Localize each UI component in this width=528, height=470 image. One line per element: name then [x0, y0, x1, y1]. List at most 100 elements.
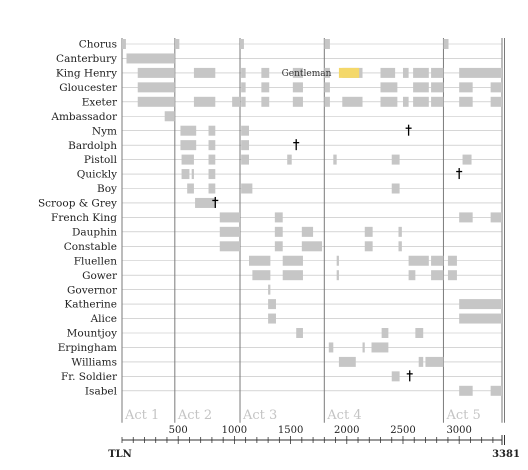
act-dividers [121, 38, 505, 423]
appearance-bar [240, 39, 244, 49]
appearance-bar [137, 82, 175, 93]
character-label: Canterbury [56, 53, 117, 65]
character-label: Chorus [79, 39, 117, 51]
appearance-bar [241, 67, 246, 78]
appearance-bar [180, 125, 197, 136]
character-label: Scroop & Grey [38, 198, 117, 210]
character-label: Isabel [85, 385, 118, 397]
tln-axis: 500 1000 1500 2000 2500 3000 TLN 3381 [108, 425, 520, 460]
character-label: Boy [97, 183, 117, 195]
appearance-bar [447, 270, 457, 281]
appearance-bar [208, 183, 216, 194]
character-label: Constable [64, 241, 117, 253]
appearance-bar [274, 212, 283, 223]
appearance-bar [447, 255, 457, 266]
axis-tick-label: 2000 [334, 425, 359, 436]
appearance-bar [398, 226, 402, 237]
appearance-bar [364, 226, 373, 237]
appearance-bar [418, 356, 424, 367]
appearance-bar [241, 125, 250, 136]
appearance-bar [490, 212, 502, 223]
axis-unit-label: TLN [108, 449, 132, 460]
appearance-bar [336, 270, 339, 281]
appearance-bar [301, 226, 314, 237]
appearance-bar [193, 67, 216, 78]
character-label: Gower [82, 270, 118, 282]
row-gridlines [122, 43, 502, 392]
character-label: Gloucester [59, 82, 118, 94]
character-labels: Chorus Canterbury King Henry Gloucester Exet… [38, 39, 118, 398]
appearance-bar [402, 96, 409, 107]
appearance-bar [391, 183, 400, 194]
appearance-bar [181, 169, 190, 180]
appearance-bar [459, 212, 473, 223]
appearance-bar [208, 169, 216, 180]
appearance-bar [362, 342, 365, 353]
annotation-highlight [338, 67, 360, 78]
appearance-bar [431, 96, 444, 107]
appearance-bar [381, 328, 389, 338]
appearance-bar [261, 82, 270, 93]
appearance-bar [324, 39, 330, 49]
appearance-bar [249, 255, 271, 266]
appearance-bar [459, 313, 502, 324]
appearance-bar [174, 39, 180, 49]
act-label: Act 5 [445, 408, 480, 423]
appearance-bar [380, 67, 396, 78]
appearance-bar [328, 342, 334, 353]
appearance-bar [274, 226, 283, 237]
appearance-bar [292, 82, 303, 93]
appearance-bar [241, 140, 250, 151]
appearance-bar [391, 154, 400, 165]
appearance-bar [268, 313, 276, 324]
appearance-bar [364, 241, 373, 252]
axis-tick-label: 3000 [446, 425, 471, 436]
axis-tick-label: 1000 [222, 425, 247, 436]
appearance-bar [296, 328, 303, 338]
act-label: Act 4 [326, 408, 361, 423]
appearance-bar [402, 67, 409, 78]
appearance-bar [380, 96, 398, 107]
appearance-bar [261, 96, 270, 107]
appearance-bar [126, 53, 175, 64]
appearance-bar [268, 299, 276, 310]
appearance-bar [336, 255, 339, 266]
appearance-bar [187, 183, 194, 194]
appearance-bar [431, 82, 444, 93]
appearance-bar [415, 328, 424, 338]
appearance-bar [333, 154, 337, 165]
appearance-bar [164, 111, 175, 122]
annotations: Gentleman [282, 67, 360, 79]
appearance-bar [324, 67, 330, 78]
character-label: Fr. Soldier [61, 371, 118, 383]
appearance-bar [459, 67, 502, 78]
appearance-bar [261, 67, 270, 78]
appearance-bar [208, 140, 216, 151]
character-label: Exeter [82, 96, 118, 108]
character-label: Quickly [77, 169, 117, 181]
appearance-bar [459, 82, 473, 93]
appearance-bar [282, 255, 303, 266]
axis-tick-label: 1500 [278, 425, 303, 436]
appearance-bar [241, 82, 246, 93]
appearance-bar [413, 96, 429, 107]
appearance-bar [241, 96, 246, 107]
character-label: Nym [92, 125, 117, 137]
death-markers [212, 124, 463, 382]
axis-tick-label: 500 [169, 425, 188, 436]
appearance-bar [431, 270, 444, 281]
appearance-bar [425, 356, 444, 367]
character-label: Erpingham [58, 342, 117, 354]
appearance-bar [391, 371, 400, 382]
character-label: Dauphin [72, 226, 117, 238]
character-label: King Henry [56, 68, 117, 80]
act-label: Act 1 [124, 408, 159, 423]
appearance-bars [122, 39, 502, 396]
appearance-bar [459, 299, 502, 310]
appearance-bar [208, 125, 216, 136]
appearance-bar [338, 356, 356, 367]
appearance-bar [241, 154, 250, 165]
appearance-bar [443, 39, 449, 49]
appearance-bar [137, 96, 175, 107]
